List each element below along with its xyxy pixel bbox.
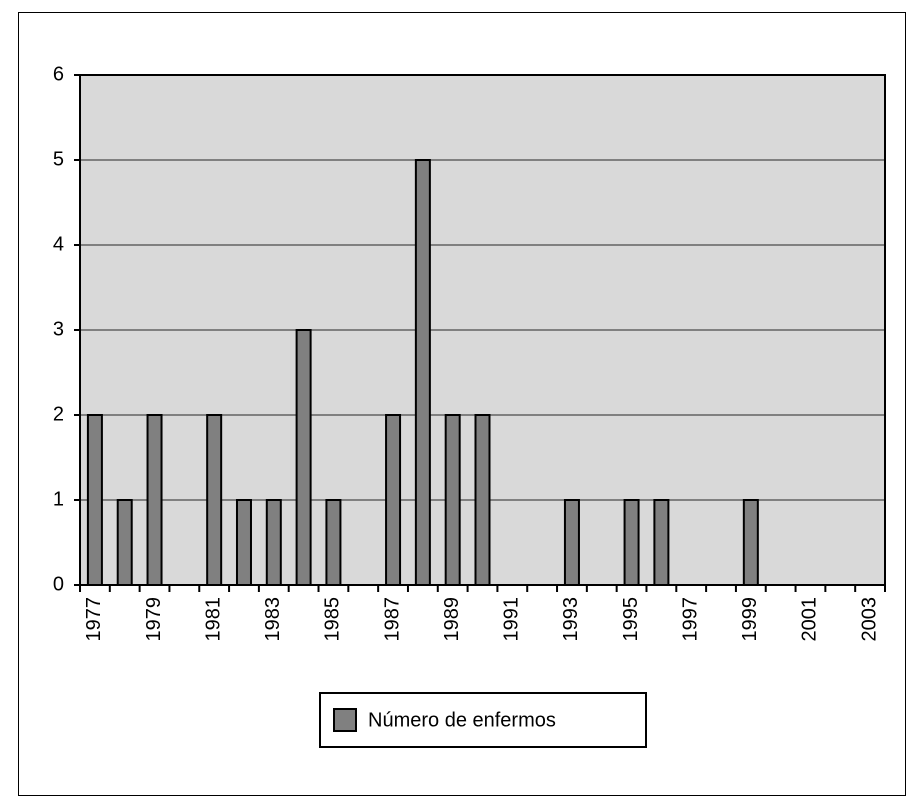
bar: [385, 414, 402, 586]
bar: [235, 499, 252, 586]
x-tick-label: 1995: [620, 597, 642, 642]
x-tick-label: 1985: [322, 597, 344, 642]
x-tick-label: 2001: [799, 597, 821, 642]
y-tick-label: 3: [53, 318, 64, 340]
legend-swatch: [333, 708, 357, 732]
y-tick-label: 5: [53, 148, 64, 170]
x-tick-label: 1979: [143, 597, 165, 642]
x-tick-label: 1977: [83, 597, 105, 642]
x-tick-label: 1981: [202, 597, 224, 642]
y-tick-label: 0: [53, 573, 64, 595]
x-tick-label: 1991: [501, 597, 523, 642]
bar: [444, 414, 461, 586]
bar: [742, 499, 759, 586]
y-tick-label: 1: [53, 488, 64, 510]
bar: [325, 499, 342, 586]
x-tick-label: 1987: [381, 597, 403, 642]
bar: [146, 414, 163, 586]
x-tick-label: 1983: [262, 597, 284, 642]
x-tick-label: 1989: [441, 597, 463, 642]
y-tick-label: 6: [53, 63, 64, 85]
legend-label: Número de enfermos: [368, 709, 556, 731]
y-tick-label: 2: [53, 403, 64, 425]
bar: [653, 499, 670, 586]
y-tick-label: 4: [53, 233, 64, 255]
x-tick-label: 1993: [560, 597, 582, 642]
x-tick-label: 2003: [858, 597, 880, 642]
bar: [563, 499, 580, 586]
x-tick-label: 1997: [679, 597, 701, 642]
bar: [116, 499, 133, 586]
bar: [623, 499, 640, 586]
bar: [86, 414, 103, 586]
x-tick-label: 1999: [739, 597, 761, 642]
bar: [265, 499, 282, 586]
legend-box: [319, 692, 647, 748]
bar: [295, 329, 312, 586]
bar: [206, 414, 223, 586]
bar: [474, 414, 491, 586]
bar: [414, 159, 431, 586]
